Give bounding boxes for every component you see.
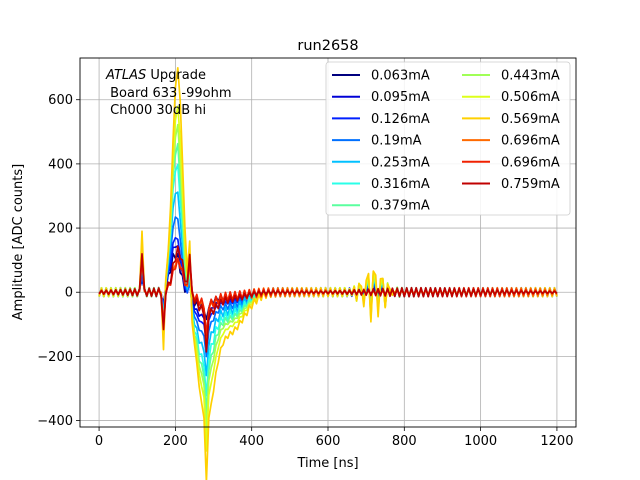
legend-label: 0.696mA	[501, 155, 560, 170]
x-tick-label: 0	[95, 434, 103, 449]
y-tick-label: 200	[48, 222, 73, 237]
legend: 0.063mA 0.095mA 0.126mA 0.19mA 0.253mA 0.316m…	[325, 61, 571, 216]
annotation: ATLAS Upgrade Board 633 -99ohm Ch000 30d…	[105, 68, 232, 118]
legend-box	[325, 61, 571, 216]
legend-label: 0.379mA	[371, 199, 430, 214]
y-tick-label: 400	[48, 157, 73, 172]
x-tick-label: 400	[239, 434, 264, 449]
legend-label: 0.696mA	[501, 134, 560, 149]
legend-label: 0.126mA	[371, 112, 430, 127]
annotation-atlas: ATLAS	[105, 68, 146, 83]
legend-label: 0.443mA	[501, 69, 560, 84]
legend-label: 0.506mA	[501, 90, 560, 105]
x-tick-label: 800	[392, 434, 417, 449]
y-axis-title: Amplitude [ADC counts]	[11, 164, 26, 320]
legend-label: 0.316mA	[371, 177, 430, 192]
legend-label: 0.095mA	[371, 90, 430, 105]
legend-label: 0.063mA	[371, 69, 430, 84]
x-tick-label: 1000	[464, 434, 497, 449]
x-tick-label: 200	[163, 434, 188, 449]
legend-label: 0.759mA	[501, 177, 560, 192]
axis-ticks: 0 200 400 600 800 1000 1200 −400 −200 0 200 400 600	[37, 93, 573, 449]
chart-title: run2658	[297, 38, 358, 54]
plot-area	[98, 66, 558, 480]
annotation-line-1: ATLAS Upgrade	[105, 68, 206, 83]
annotation-upgrade: Upgrade	[146, 68, 206, 83]
annotation-line-3: Ch000 30dB hi	[106, 103, 206, 118]
legend-label: 0.253mA	[371, 155, 430, 170]
x-axis-title: Time [ns]	[296, 456, 358, 471]
legend-label: 0.19mA	[371, 134, 422, 149]
y-tick-label: −400	[37, 414, 73, 429]
annotation-line-2: Board 633 -99ohm	[106, 86, 232, 101]
x-tick-label: 1200	[540, 434, 573, 449]
y-tick-label: 0	[65, 286, 73, 301]
legend-label: 0.569mA	[501, 112, 560, 127]
x-tick-label: 600	[316, 434, 341, 449]
series-line	[98, 245, 558, 353]
y-tick-label: −200	[37, 350, 73, 365]
y-tick-label: 600	[48, 93, 73, 108]
